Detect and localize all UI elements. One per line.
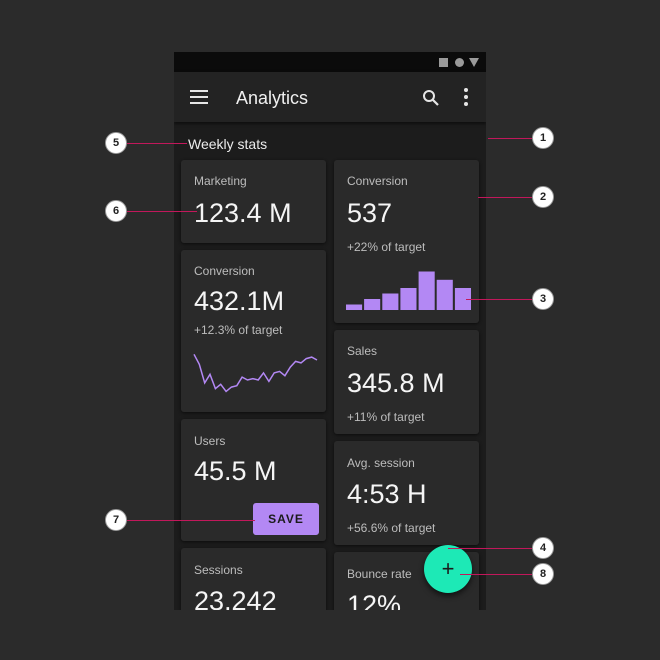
recent-apps-icon: [439, 58, 448, 67]
card-value: 12%: [347, 590, 402, 610]
callout-badge: 1: [532, 127, 554, 149]
callout-line: [127, 143, 187, 144]
card-conversion-left[interactable]: Conversion 432.1M +12.3% of target: [181, 250, 326, 412]
card-delta: +11% of target: [347, 410, 425, 424]
card-delta: +12.3% of target: [194, 323, 283, 337]
card-value: 123.4 M: [194, 198, 292, 228]
card-value: 23,242: [194, 586, 277, 610]
callout-badge: 2: [532, 186, 554, 208]
home-icon: [455, 58, 464, 67]
card-value: 345.8 M: [347, 368, 445, 398]
chart-bar: [454, 288, 471, 310]
chart-bar: [436, 279, 453, 310]
card-value: 4:53 H: [347, 479, 427, 509]
card-label: Avg. session: [347, 456, 415, 470]
chart-bar: [346, 304, 363, 310]
card-sessions[interactable]: Sessions 23,242: [181, 548, 326, 610]
callout-line: [488, 138, 532, 139]
card-sales[interactable]: Sales 345.8 M +11% of target: [334, 330, 479, 434]
chart-series-line: [193, 353, 318, 393]
card-delta: +22% of target: [347, 240, 426, 254]
card-users[interactable]: Users 45.5 M SAVE: [181, 419, 326, 541]
status-bar: [174, 52, 486, 72]
menu-icon[interactable]: [190, 90, 208, 104]
card-label: Users: [194, 434, 226, 448]
card-conversion-right[interactable]: Conversion 537 +22% of target: [334, 160, 479, 323]
add-icon: +: [441, 556, 455, 581]
callout-badge: 7: [105, 509, 127, 531]
app-title: Analytics: [236, 88, 309, 108]
callout-line: [478, 197, 532, 198]
chart-bar: [382, 293, 399, 310]
card-marketing[interactable]: Marketing 123.4 M: [181, 160, 326, 243]
callout-line: [127, 211, 197, 212]
card-label: Bounce rate: [347, 567, 412, 581]
phone-frame: Analytics Weekly stats Marketing 123.4 M…: [174, 52, 486, 610]
callout-line: [466, 299, 532, 300]
back-icon: [469, 58, 479, 67]
callout-line: [460, 574, 532, 575]
card-value: 537: [347, 198, 393, 228]
card-label: Sessions: [194, 563, 243, 577]
callout-badge: 8: [532, 563, 554, 585]
chart-bar: [418, 271, 435, 310]
card-label: Conversion: [194, 264, 255, 278]
card-delta: +56.6% of target: [347, 521, 436, 535]
chart-bar: [364, 299, 381, 310]
callout-badge: 4: [532, 537, 554, 559]
card-label: Marketing: [194, 174, 247, 188]
card-value: 45.5 M: [194, 456, 277, 486]
chart-bar: [400, 288, 417, 310]
callout-badge: 5: [105, 132, 127, 154]
add-fab[interactable]: +: [424, 545, 472, 593]
bar-chart: [346, 271, 471, 310]
more-vert-icon[interactable]: [463, 88, 469, 106]
callout-badge: 3: [532, 288, 554, 310]
save-button[interactable]: SAVE: [253, 503, 319, 535]
card-value: 432.1M: [194, 286, 285, 316]
callout-line: [127, 520, 255, 521]
card-label: Sales: [347, 344, 378, 358]
section-title: Weekly stats: [188, 136, 268, 152]
card-avg-session[interactable]: Avg. session 4:53 H +56.6% of target: [334, 441, 479, 545]
top-app-bar: Analytics: [174, 72, 486, 122]
search-icon[interactable]: [422, 89, 440, 107]
line-chart: [193, 353, 318, 393]
callout-line: [448, 548, 532, 549]
callout-badge: 6: [105, 200, 127, 222]
card-label: Conversion: [347, 174, 408, 188]
